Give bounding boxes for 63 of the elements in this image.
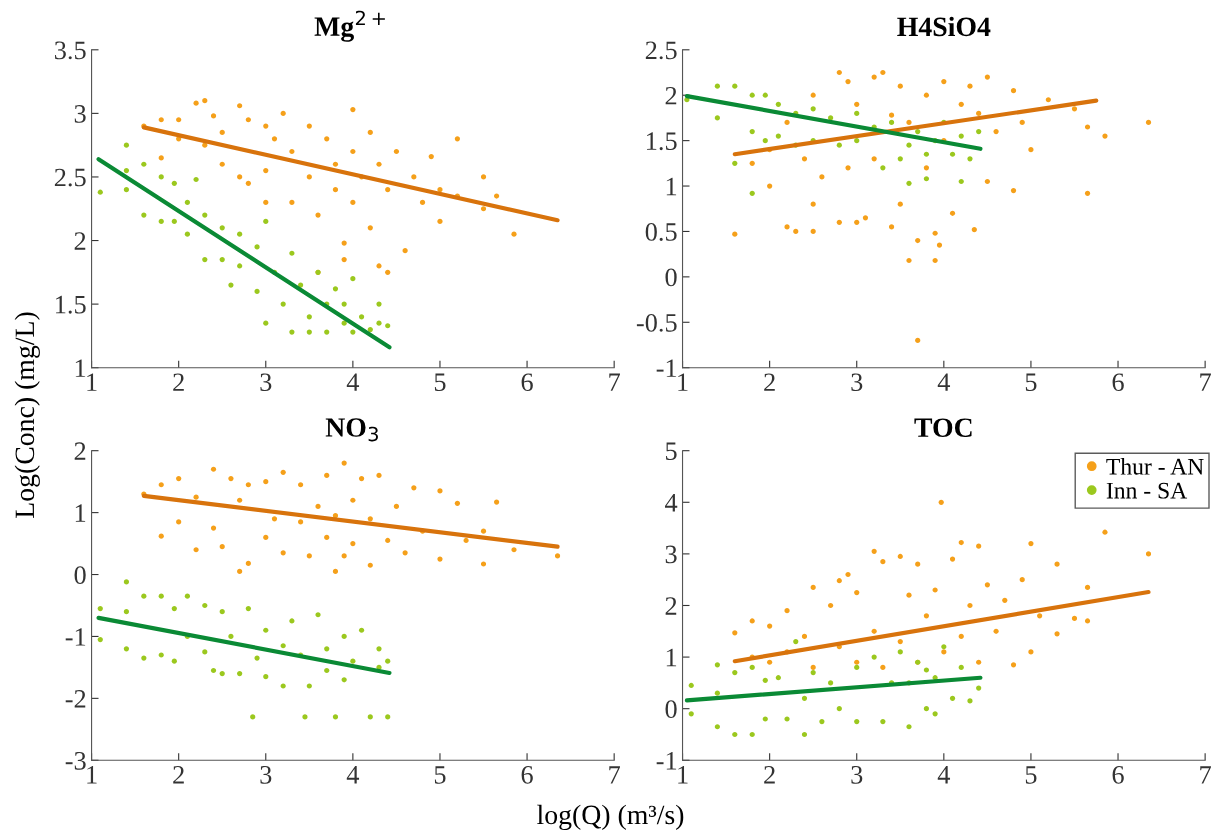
y-tick-label: 3 xyxy=(74,105,86,123)
y-tick-label: 1 xyxy=(666,648,677,667)
y-tick-label: -0.5 xyxy=(636,313,677,332)
y-tick-label: 0.5 xyxy=(645,223,677,241)
y-tick-label: -1 xyxy=(656,359,677,377)
y-tick-label: 1 xyxy=(75,359,86,377)
chart-title: TOC xyxy=(914,418,972,438)
x-tick-label: 1 xyxy=(87,373,97,391)
y-tick-label: -1 xyxy=(65,628,86,646)
y-tick-label: 1 xyxy=(666,177,677,196)
x-tick-label: 2 xyxy=(173,765,184,784)
y-tick-label: 5 xyxy=(666,442,677,461)
x-tick-label: 7 xyxy=(609,766,620,784)
x-axis-title: log(Q) (m³/s) xyxy=(537,804,684,830)
chart-title: NO$_{3}$ xyxy=(325,418,378,442)
x-tick-label: 2 xyxy=(764,373,775,391)
x-tick-label: 5 xyxy=(434,373,446,392)
x-tick-label: 1 xyxy=(678,766,688,784)
y-tick-label: 2.5 xyxy=(645,41,677,60)
y-tick-label: 3.5 xyxy=(54,41,86,60)
y-axis-title: Log(Conc) (mg/L) xyxy=(14,312,40,518)
legend-label: Thur - AN xyxy=(1106,458,1204,475)
legend-label: Inn - SA xyxy=(1106,482,1188,499)
chart-title: H4SiO4 xyxy=(897,16,991,37)
y-tick-label: 0 xyxy=(665,268,677,287)
x-tick-label: 4 xyxy=(937,766,951,784)
y-tick-label: 3 xyxy=(665,545,677,564)
x-tick-label: 4 xyxy=(346,373,360,391)
x-tick-label: 6 xyxy=(1112,373,1124,392)
x-tick-label: 3 xyxy=(851,373,863,392)
x-tick-label: 5 xyxy=(1025,766,1037,784)
x-tick-label: 6 xyxy=(521,765,533,784)
x-tick-label: 4 xyxy=(346,766,360,784)
y-tick-label: 0 xyxy=(74,566,86,584)
y-tick-label: 4 xyxy=(665,494,678,512)
y-tick-label: 2 xyxy=(665,86,677,105)
y-tick-label: 2.5 xyxy=(54,168,86,187)
x-tick-label: 2 xyxy=(173,373,184,391)
x-tick-label: 5 xyxy=(1025,373,1037,392)
x-tick-label: 3 xyxy=(260,373,272,392)
y-tick-label: -3 xyxy=(65,751,86,770)
x-tick-label: 7 xyxy=(1200,766,1211,784)
x-tick-label: 7 xyxy=(609,373,620,391)
y-tick-label: 0 xyxy=(665,700,677,719)
y-tick-label: 2 xyxy=(74,232,86,250)
y-tick-label: 1 xyxy=(75,504,86,522)
x-tick-label: 6 xyxy=(1112,765,1124,784)
y-tick-label: -1 xyxy=(656,752,677,770)
x-tick-label: 3 xyxy=(260,765,272,784)
x-tick-label: 1 xyxy=(678,373,688,391)
y-tick-label: 1.5 xyxy=(56,295,86,314)
y-tick-label: 2 xyxy=(665,597,677,615)
x-tick-label: 3 xyxy=(851,765,863,784)
x-tick-label: 7 xyxy=(1200,373,1211,391)
y-tick-label: 2 xyxy=(74,442,86,460)
x-tick-label: 4 xyxy=(937,373,951,391)
y-tick-label: 1.5 xyxy=(647,132,677,151)
x-tick-label: 2 xyxy=(764,765,775,784)
chart-title: Mg$^{2+}$ xyxy=(314,10,385,42)
x-tick-label: 5 xyxy=(434,766,446,784)
x-tick-label: 1 xyxy=(87,766,97,784)
x-tick-label: 6 xyxy=(521,373,533,392)
y-tick-label: -2 xyxy=(65,690,86,708)
